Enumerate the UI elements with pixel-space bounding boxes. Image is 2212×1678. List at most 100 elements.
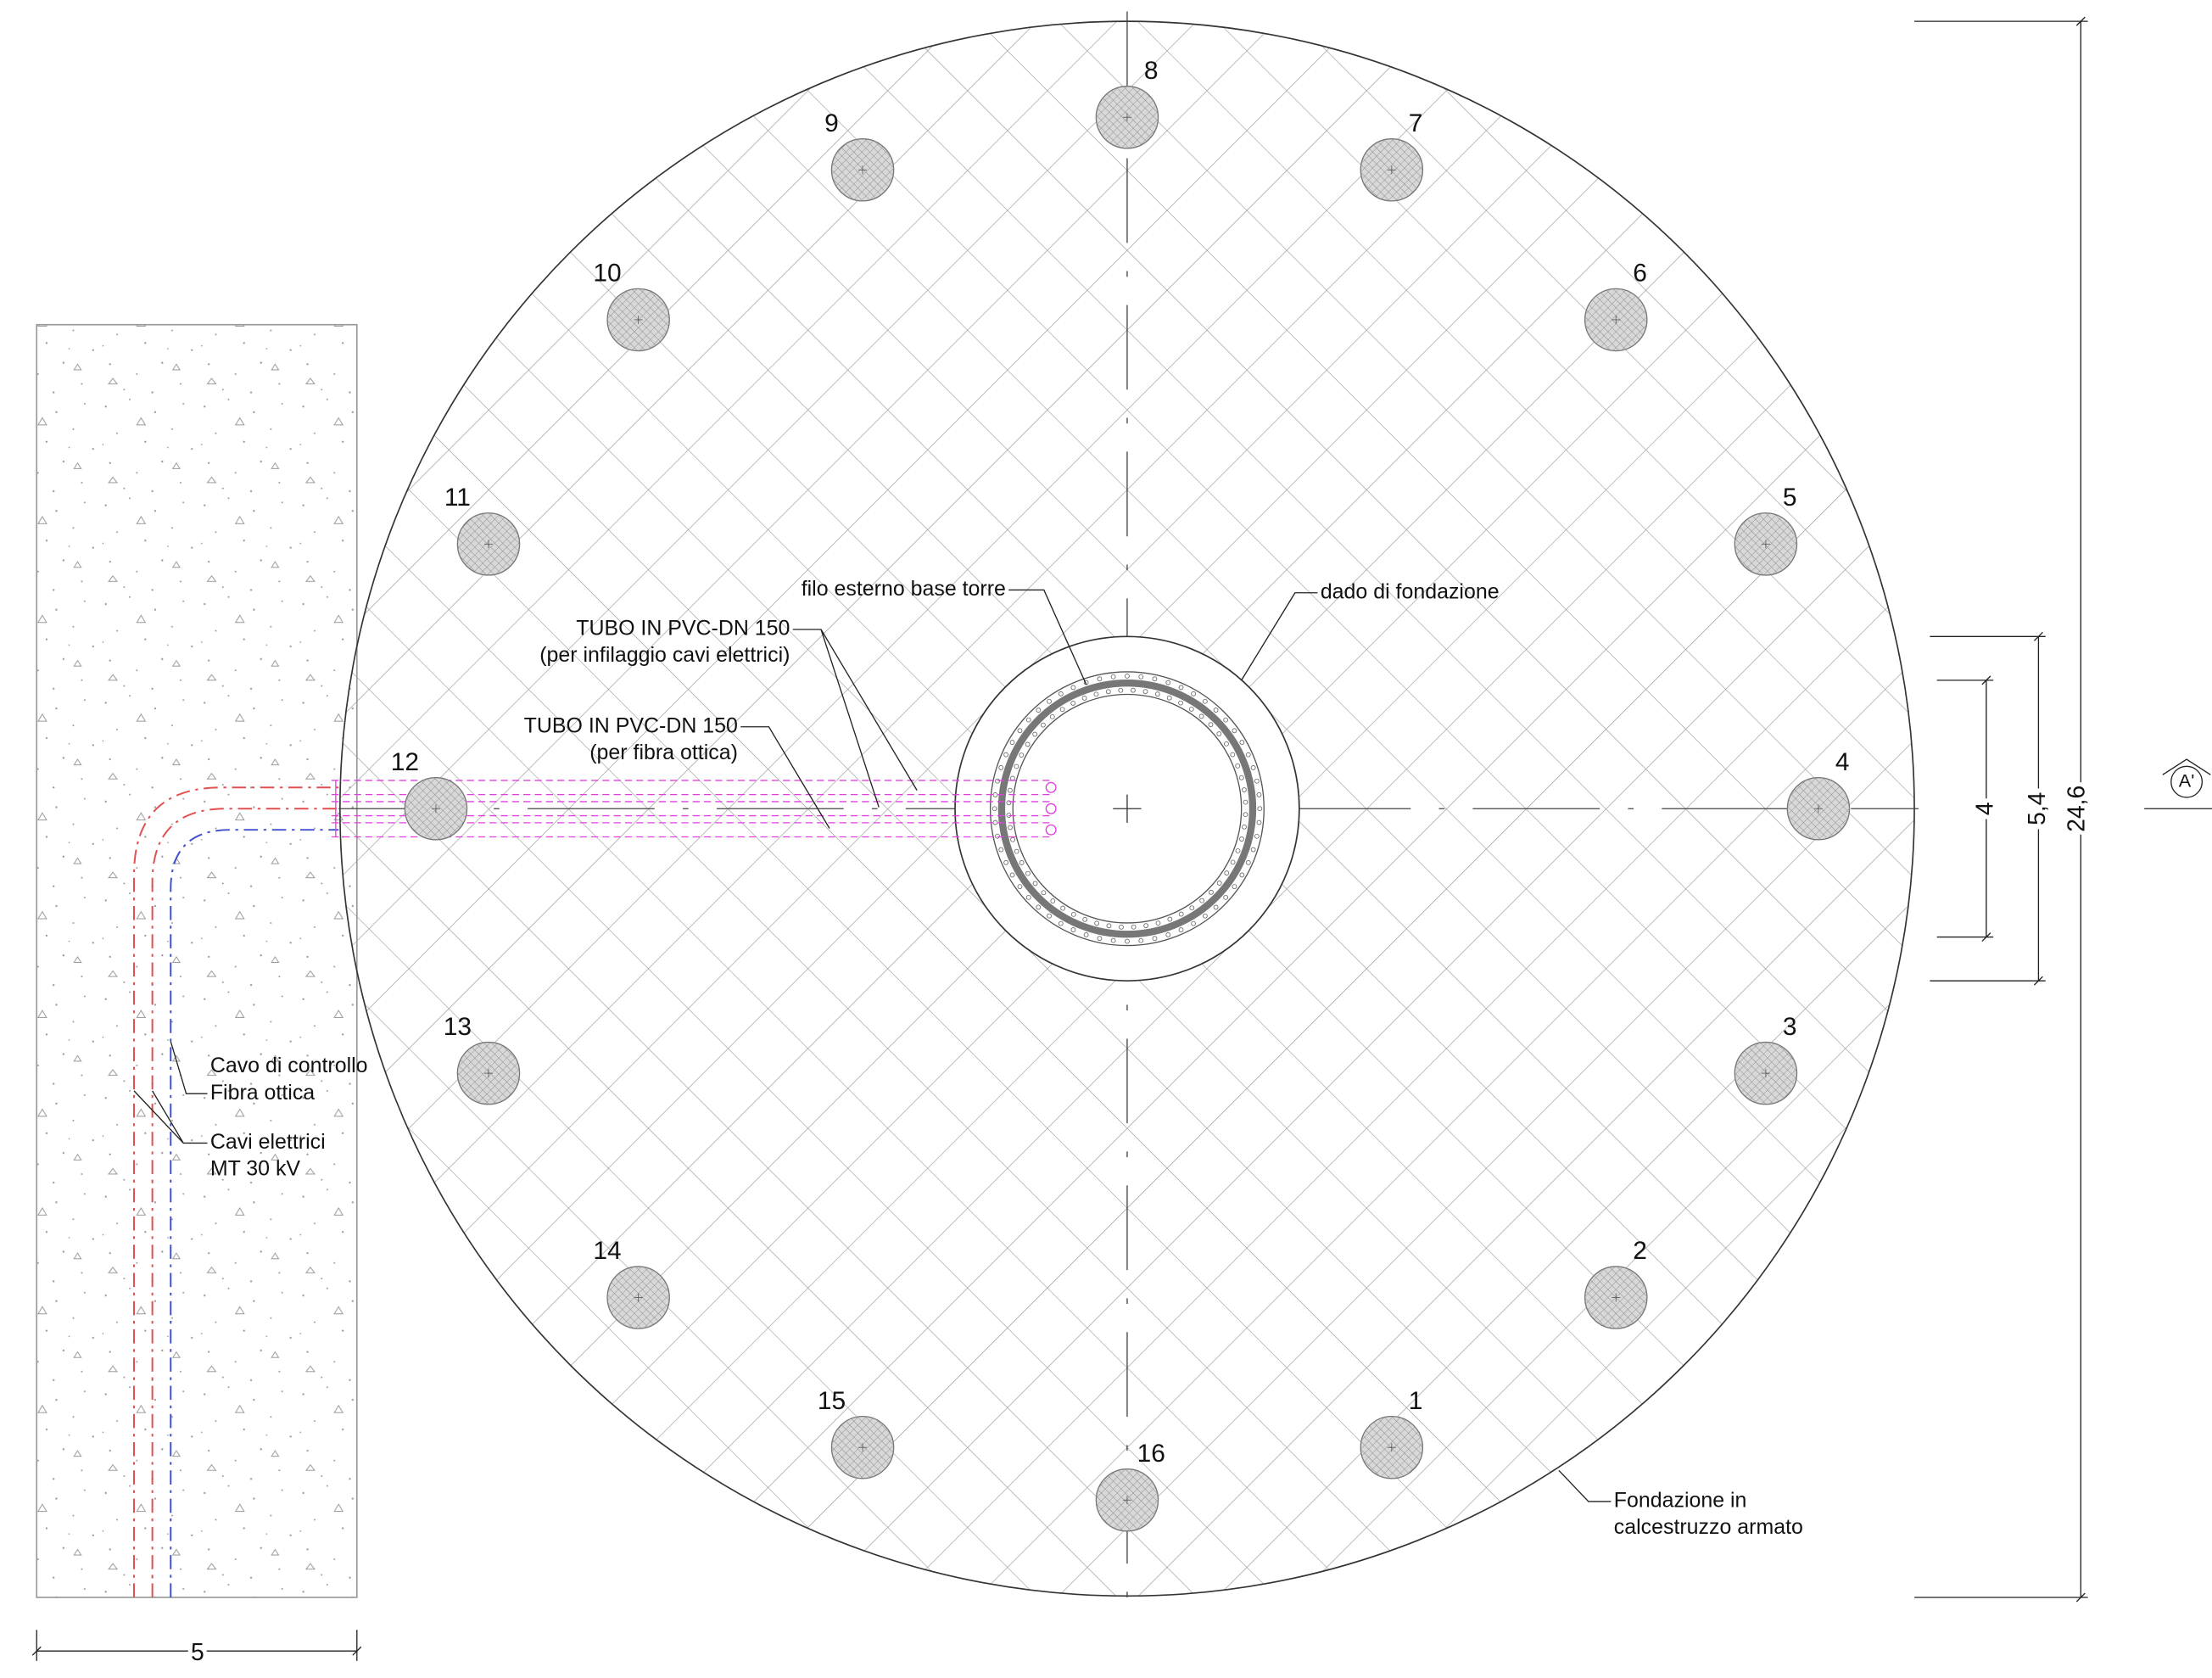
label: 4 xyxy=(1835,748,1850,776)
power-cable xyxy=(151,808,339,1598)
bolt xyxy=(1241,787,1247,792)
label: 14 xyxy=(593,1237,621,1265)
leader xyxy=(740,726,830,829)
bolt xyxy=(1082,916,1088,922)
bolt xyxy=(1256,819,1262,825)
bolt xyxy=(1243,812,1248,818)
pipe-end xyxy=(1045,803,1057,814)
bolt xyxy=(1138,674,1144,680)
bolt xyxy=(1202,698,1208,704)
label: Cavi elettrici xyxy=(210,1130,326,1154)
bolt xyxy=(1081,696,1087,701)
label: 8 xyxy=(1144,57,1159,85)
label: TUBO IN PVC-DN 150 xyxy=(576,617,790,640)
bolt xyxy=(1178,685,1184,691)
bolt xyxy=(1165,680,1171,685)
bolt xyxy=(1093,691,1099,697)
bolt xyxy=(1235,763,1241,769)
fiber-cable xyxy=(170,829,339,1598)
bolt xyxy=(1254,833,1260,839)
bolt xyxy=(998,847,1004,853)
label: (per infilaggio cavi elettrici) xyxy=(539,643,790,667)
label: TUBO IN PVC-DN 150 xyxy=(524,713,738,737)
bolt xyxy=(1041,890,1047,896)
bolt xyxy=(1235,848,1241,853)
bolt xyxy=(1097,936,1103,942)
bolt xyxy=(1191,691,1197,696)
bolt xyxy=(1036,708,1042,713)
bolt xyxy=(1047,698,1052,704)
bolt xyxy=(1006,812,1012,818)
pipe-end xyxy=(1045,781,1057,793)
label: filo esterno base torre xyxy=(802,577,1006,601)
bolt xyxy=(1105,689,1111,695)
bolt-ring xyxy=(1012,693,1243,924)
bolt xyxy=(1025,717,1031,723)
bolt xyxy=(1050,898,1056,903)
bolt xyxy=(1106,923,1112,929)
section-circle xyxy=(2170,765,2204,798)
bolt xyxy=(1216,731,1222,736)
bolt xyxy=(1110,674,1116,680)
label: Cavo di controllo xyxy=(210,1054,368,1077)
bolt xyxy=(1094,920,1100,926)
bolt xyxy=(1239,740,1245,745)
bolt xyxy=(1047,913,1052,919)
bolt xyxy=(995,778,1000,784)
bolt xyxy=(1110,937,1116,943)
bolt xyxy=(1208,722,1214,728)
bolt xyxy=(1213,904,1219,910)
label: 1 xyxy=(1409,1387,1423,1415)
label: dado di fondazione xyxy=(1321,579,1500,603)
label: 7 xyxy=(1409,109,1423,137)
label: 10 xyxy=(593,260,621,288)
bolt xyxy=(1155,920,1161,926)
bolt xyxy=(1025,894,1031,900)
label: 5 xyxy=(191,1638,204,1665)
label: 9 xyxy=(824,109,839,137)
label: MT 30 kV xyxy=(210,1157,301,1181)
bolt xyxy=(991,806,997,812)
bolt xyxy=(1083,932,1089,937)
label: 16 xyxy=(1137,1440,1165,1468)
dim-tick xyxy=(2075,16,2086,26)
bolt xyxy=(1083,680,1089,685)
label: 5,4 xyxy=(2023,792,2050,825)
leader xyxy=(1241,592,1318,681)
bolt xyxy=(1017,884,1023,890)
label: 6 xyxy=(1633,260,1647,288)
leader xyxy=(792,629,918,808)
bolt xyxy=(1049,713,1055,719)
leader xyxy=(1558,1469,1612,1502)
bolt xyxy=(1131,687,1136,693)
bolt xyxy=(1167,916,1173,922)
bolt xyxy=(1025,870,1031,876)
bolt xyxy=(1003,752,1009,758)
bolt xyxy=(1119,924,1124,930)
bolt xyxy=(1154,691,1160,697)
trench xyxy=(36,323,358,1598)
bolt xyxy=(1014,848,1019,854)
bolt xyxy=(1166,695,1172,701)
bolt xyxy=(1202,913,1208,919)
bolt xyxy=(1245,752,1251,758)
bolt xyxy=(1058,691,1064,696)
bolt xyxy=(1239,836,1244,842)
label: 5 xyxy=(1783,484,1797,512)
bolt xyxy=(995,833,1000,839)
bolt xyxy=(1199,898,1205,903)
bolt xyxy=(1224,870,1230,875)
bolt xyxy=(1250,765,1256,770)
dim-tick xyxy=(352,1646,362,1656)
bolt xyxy=(1070,700,1076,706)
bolt xyxy=(1230,752,1236,758)
label: Fibra ottica xyxy=(210,1081,315,1105)
bolt xyxy=(1232,728,1237,734)
dim-tick xyxy=(1981,675,1991,685)
bolt xyxy=(1070,911,1076,917)
bolt xyxy=(1019,860,1025,865)
bolt xyxy=(1070,685,1076,691)
bolt xyxy=(1036,904,1042,910)
dim-tick xyxy=(1981,932,1991,942)
